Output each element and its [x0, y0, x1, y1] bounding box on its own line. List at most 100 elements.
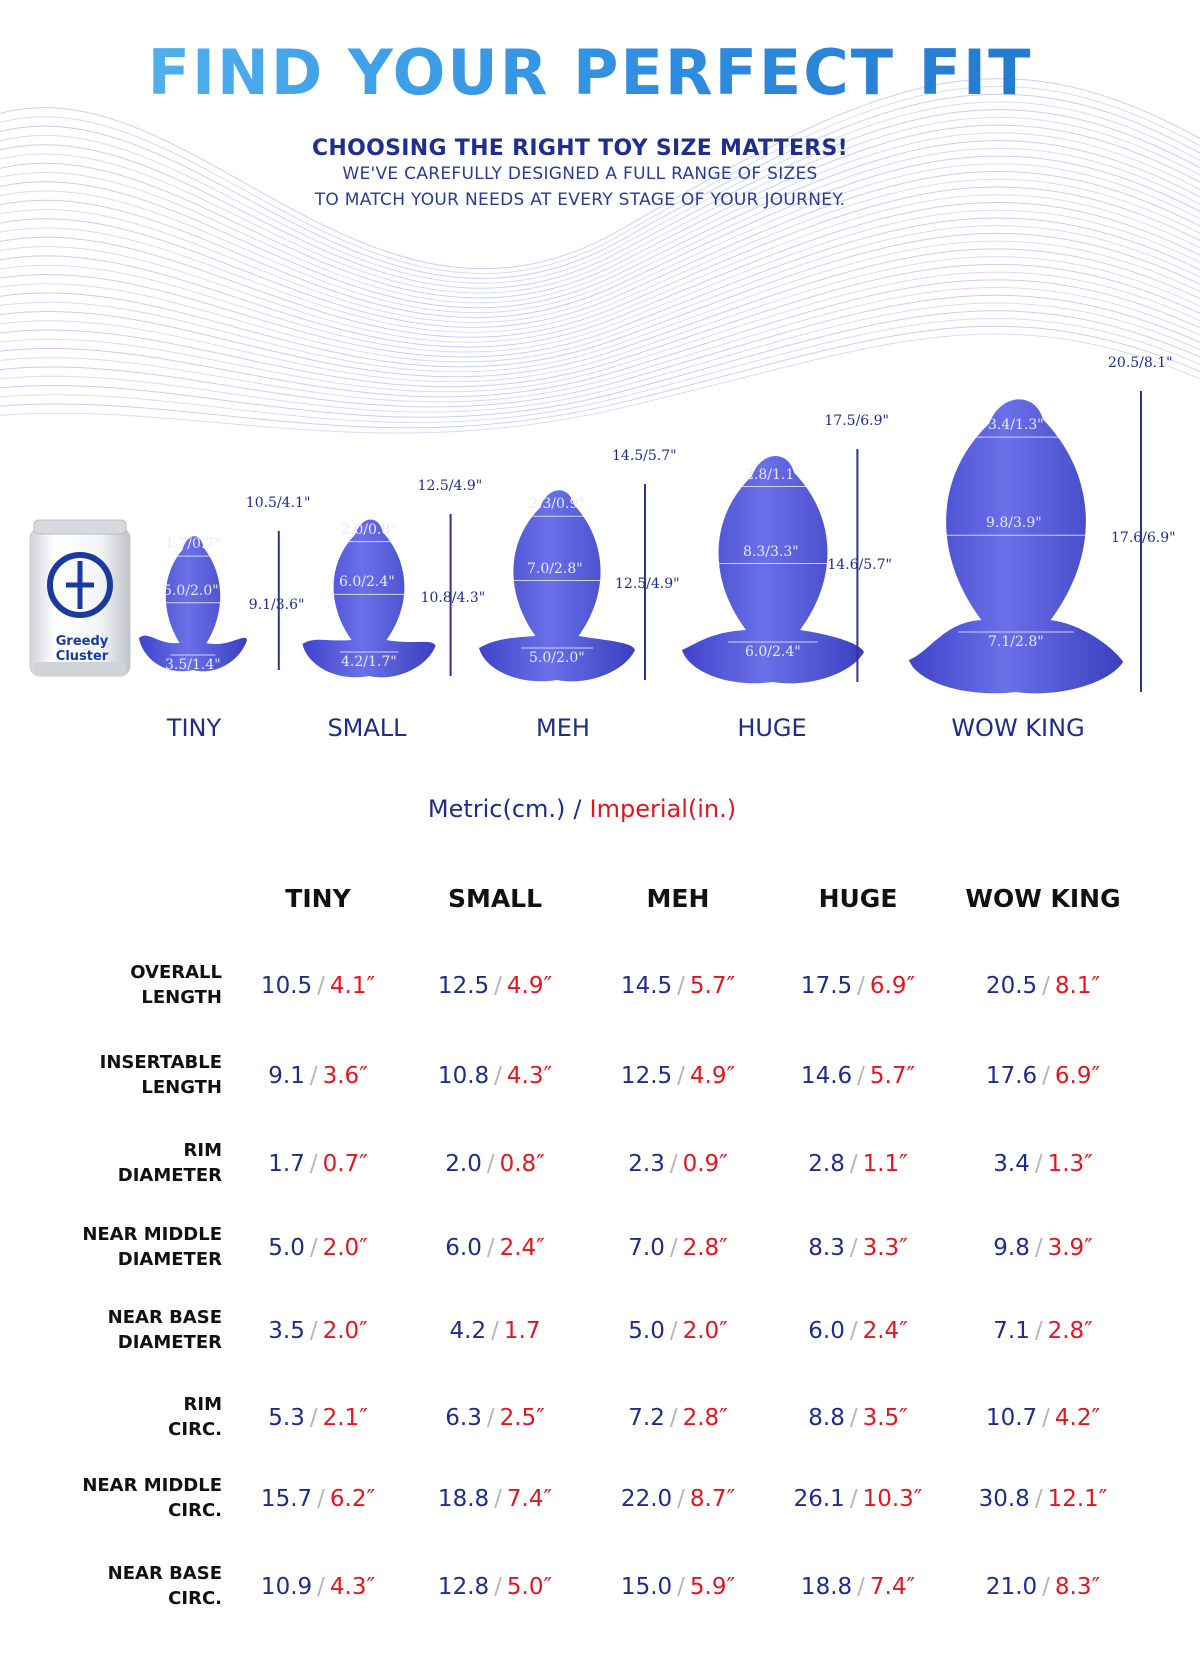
value-separator: /: [669, 1235, 678, 1261]
value-separator: /: [857, 973, 865, 999]
middle-diameter-label: 8.3/3.3": [743, 543, 799, 560]
header-text: CHOOSING THE RIGHT TOY SIZE MATTERS! WE'…: [0, 136, 1160, 213]
metric-value: 8.8: [808, 1405, 845, 1431]
table-cell: 18.8/7.4″: [438, 1486, 552, 1512]
value-separator: /: [309, 1063, 318, 1089]
insertable-length-label: 10.8/4.3": [420, 590, 486, 607]
table-cell: 7.0/2.8″: [628, 1235, 728, 1261]
value-separator: /: [309, 1235, 318, 1261]
toy-body: [908, 399, 1124, 694]
wave-line: [0, 310, 1200, 418]
toy-huge: [682, 456, 864, 684]
value-separator: /: [494, 1063, 502, 1089]
value-separator: /: [1034, 1318, 1043, 1344]
imperial-value: 1.7: [503, 1318, 541, 1344]
value-separator: /: [1034, 1235, 1043, 1261]
overall-length-label: 14.5/5.7": [612, 448, 677, 464]
row-label-line-1: NEAR MIDDLE: [82, 1475, 222, 1496]
table-cell: 12.5/4.9″: [438, 973, 552, 999]
table-cell: 1.7/0.7″: [268, 1151, 368, 1177]
value-separator: /: [849, 1151, 858, 1177]
base-diameter-label: 3.5/1.4": [165, 657, 221, 673]
table-cell: 3.4/1.3″: [993, 1151, 1093, 1177]
row-label: NEAR MIDDLE DIAMETER: [40, 1222, 222, 1272]
row-label-line-1: NEAR MIDDLE: [82, 1224, 222, 1245]
table-cell: 10.5/4.1″: [261, 973, 375, 999]
wave-line: [0, 201, 1200, 348]
metric-value: 5.3: [268, 1405, 305, 1431]
wave-line: [0, 302, 1200, 413]
value-separator: /: [677, 1486, 685, 1512]
value-separator: /: [309, 1405, 318, 1431]
row-label: RIM DIAMETER: [40, 1138, 222, 1188]
metric-value: 5.0: [628, 1318, 665, 1344]
metric-value: 7.2: [628, 1405, 665, 1431]
table-cell: 5.0/2.0″: [628, 1318, 728, 1344]
imperial-value: 1.1″: [862, 1151, 908, 1177]
metric-value: 26.1: [793, 1486, 845, 1512]
wave-line: [0, 194, 1200, 343]
imperial-value: 3.6″: [322, 1063, 368, 1089]
metric-value: 6.0: [808, 1318, 845, 1344]
wave-line: [0, 248, 1200, 378]
wave-line: [0, 78, 1200, 270]
imperial-value: 1.3″: [1047, 1151, 1093, 1177]
metric-value: 17.5: [800, 973, 853, 999]
toy-body: [479, 490, 635, 682]
metric-value: 20.5: [985, 973, 1038, 999]
insertable-length-label: 12.5/4.9": [615, 575, 680, 592]
value-separator: /: [317, 973, 325, 999]
value-separator: /: [1042, 1574, 1050, 1600]
value-separator: /: [1034, 1486, 1043, 1512]
table-cell: 18.8/7.4″: [801, 1574, 915, 1600]
column-header: WOW KING: [965, 884, 1121, 913]
value-separator: /: [486, 1405, 495, 1431]
imperial-value: 8.1″: [1054, 973, 1101, 999]
table-cell: 6.3/2.5″: [445, 1405, 545, 1431]
table-cell: 2.8/1.1″: [808, 1151, 908, 1177]
middle-diameter-label: 9.8/3.9": [986, 515, 1042, 532]
table-cell: 7.1/2.8″: [993, 1318, 1093, 1344]
size-name-meh: MEH: [536, 714, 590, 742]
table-cell: 20.5/8.1″: [986, 973, 1100, 999]
metric-value: 12.5: [437, 973, 490, 999]
imperial-value: 6.2″: [329, 1486, 376, 1512]
metric-value: 22.0: [620, 1486, 673, 1512]
row-label-line-1: OVERALL: [130, 962, 222, 983]
wave-line: [0, 178, 1200, 333]
metric-value: 18.8: [437, 1486, 490, 1512]
row-label-line-1: NEAR BASE: [107, 1563, 222, 1584]
wave-line: [0, 163, 1200, 323]
brand-line-2: Cluster: [55, 649, 109, 664]
toy-body: [138, 536, 248, 672]
imperial-value: 6.9″: [869, 973, 916, 999]
metric-value: 10.5: [260, 973, 313, 999]
toy-wow-king: [908, 399, 1124, 694]
metric-value: 12.8: [437, 1574, 490, 1600]
toy-body: [682, 456, 864, 684]
table-cell: 2.3/0.9″: [628, 1151, 728, 1177]
metric-value: 15.0: [620, 1574, 673, 1600]
imperial-value: 2.0″: [322, 1318, 368, 1344]
row-label-line-2: CIRC.: [168, 1419, 222, 1440]
table-cell: 17.6/6.9″: [986, 1063, 1100, 1089]
table-cell: 9.1/3.6″: [268, 1063, 368, 1089]
can-brand-label: Greedy Cluster: [34, 634, 130, 664]
wave-line: [0, 109, 1200, 289]
value-separator: /: [677, 1574, 685, 1600]
imperial-value: 2.1″: [322, 1405, 368, 1431]
imperial-value: 2.5″: [499, 1405, 545, 1431]
table-cell: 5.0/2.0″: [268, 1235, 368, 1261]
imperial-value: 0.7″: [322, 1151, 368, 1177]
imperial-value: 2.0″: [322, 1235, 368, 1261]
imperial-value: 7.4″: [869, 1574, 916, 1600]
imperial-value: 2.4″: [862, 1318, 908, 1344]
size-name-wow-king: WOW KING: [951, 714, 1085, 742]
metric-value: 2.3: [628, 1151, 665, 1177]
metric-value: 1.7: [268, 1151, 305, 1177]
insertable-length-label: 17.6/6.9": [1111, 529, 1176, 546]
row-label-line-1: RIM: [183, 1394, 222, 1415]
wave-line: [0, 317, 1200, 423]
wave-line: [0, 209, 1200, 353]
rim-diameter-label: 3.4/1.3": [988, 417, 1044, 434]
